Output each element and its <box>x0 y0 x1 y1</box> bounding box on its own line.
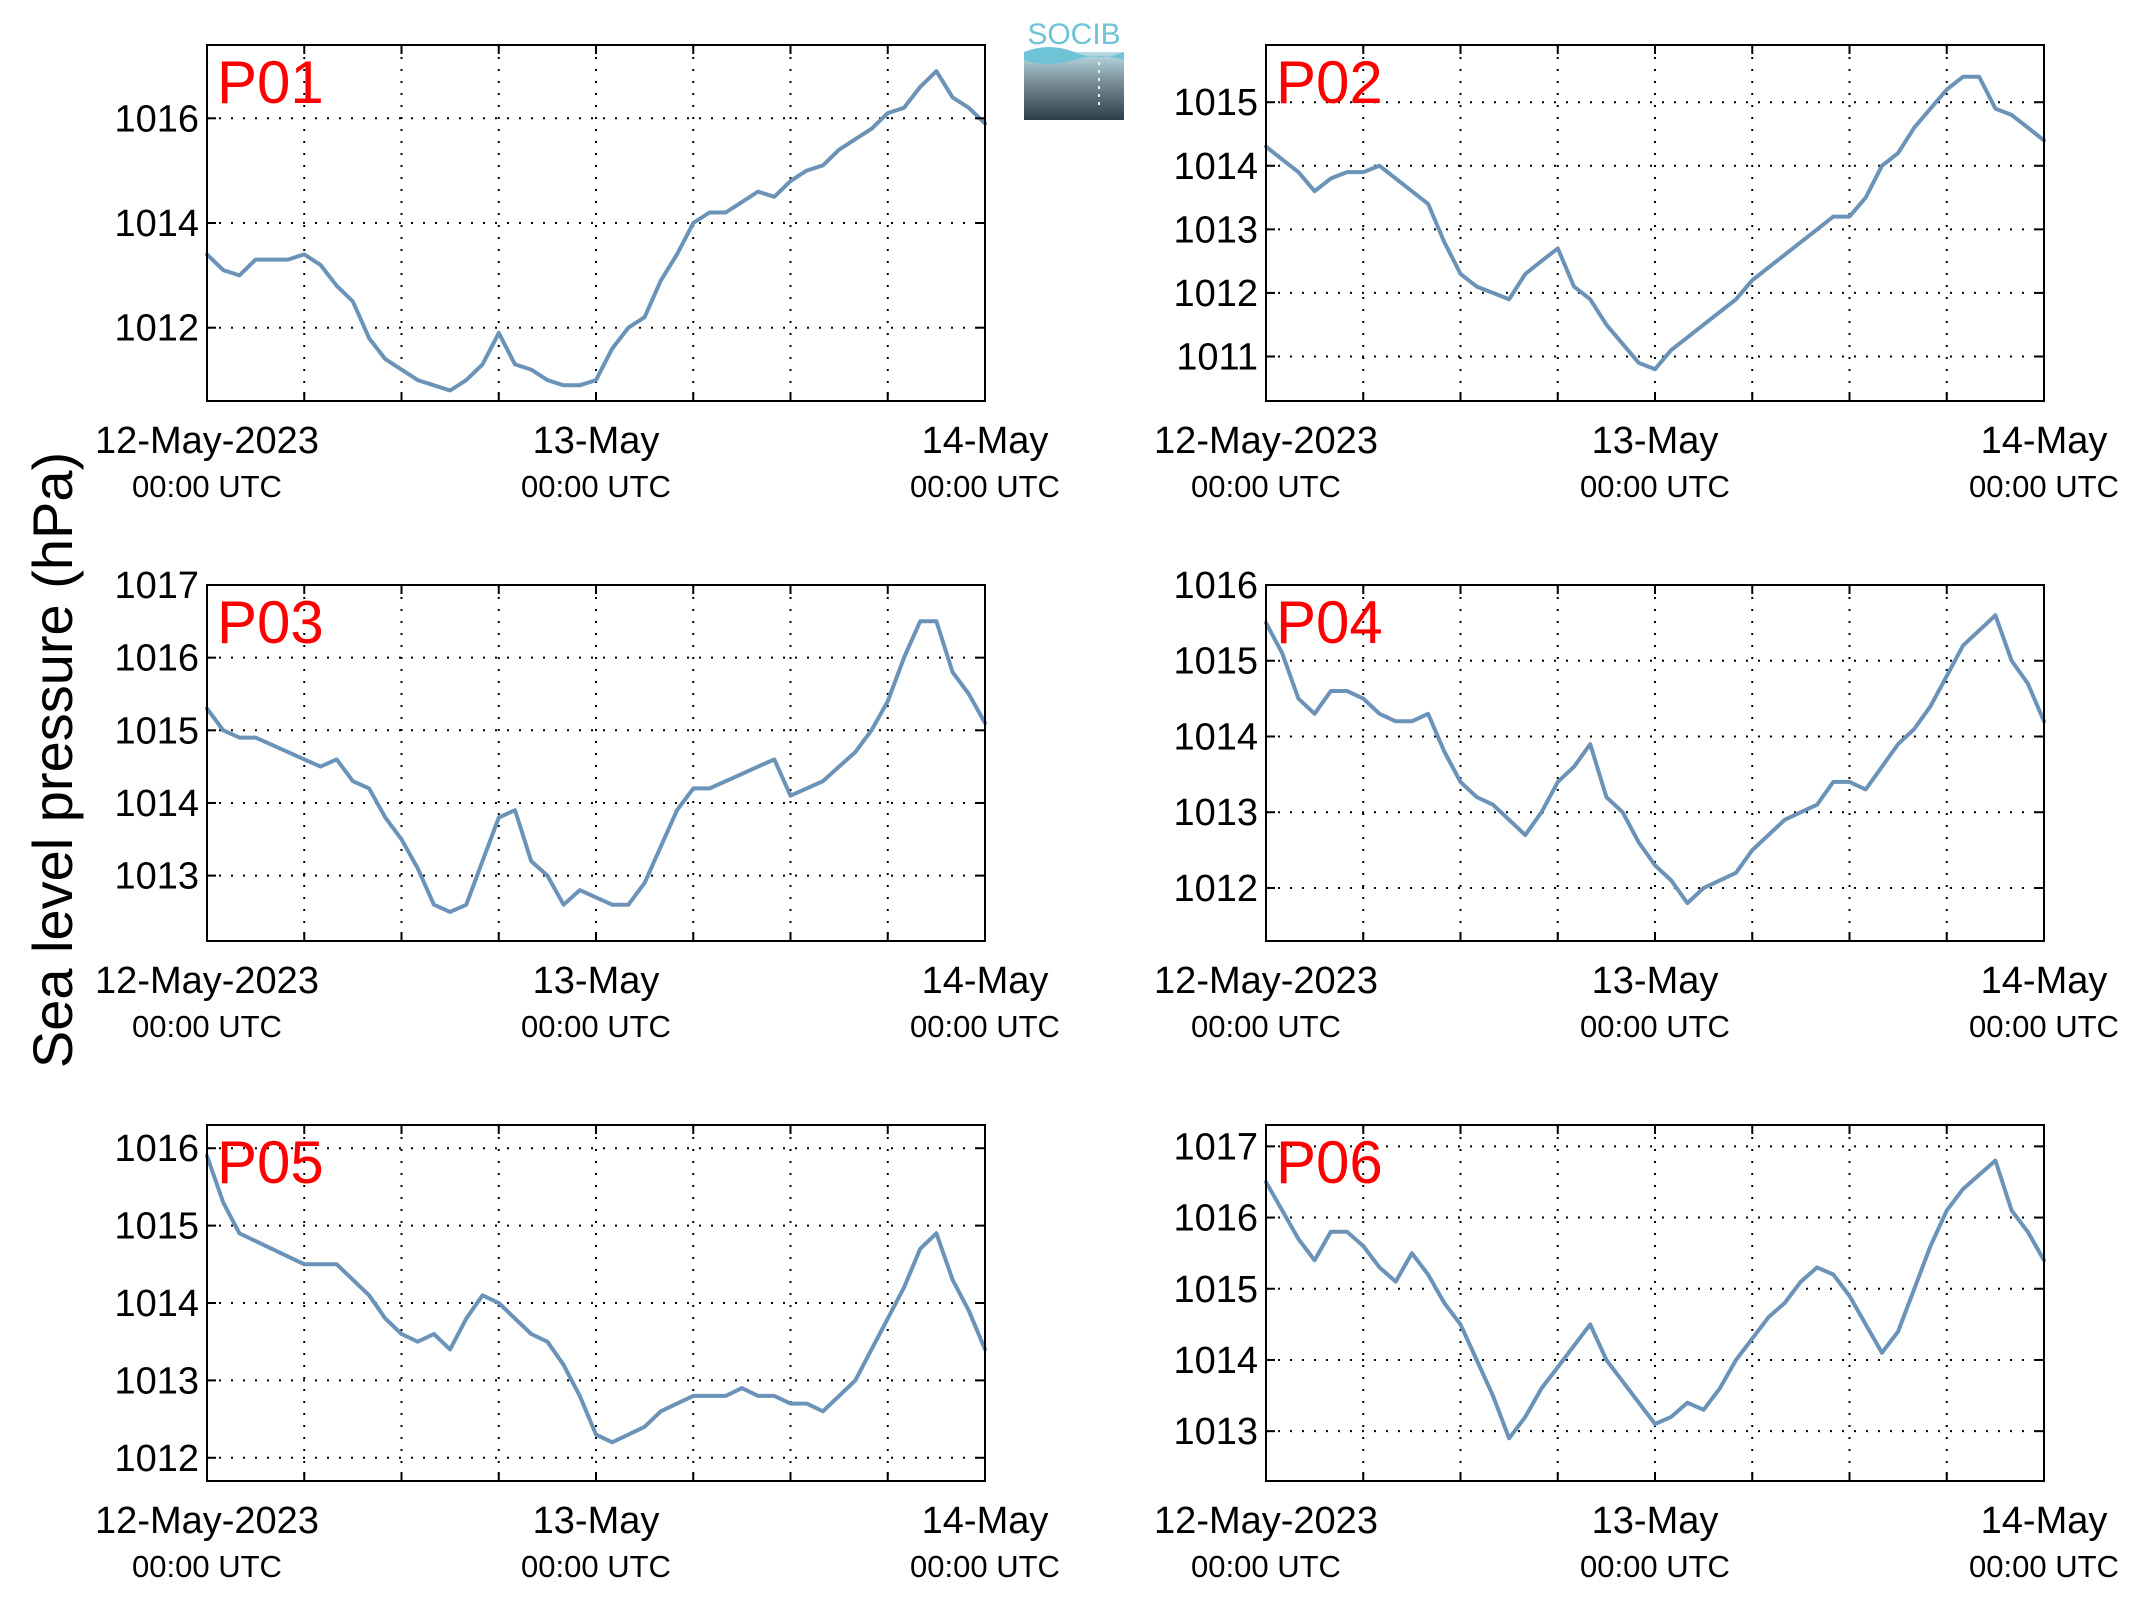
panel-p05: 1012 1013 1014 1015 1016 12-May-2023 00:00 UTC… <box>95 1124 1060 1584</box>
x-tick-sublabel: 00:00 UTC <box>132 1549 282 1584</box>
x-tick-sublabel: 00:00 UTC <box>910 1549 1060 1584</box>
y-tick-label: 1016 <box>1173 1198 1258 1240</box>
panel-label: P06 <box>1276 1129 1383 1196</box>
y-tick-label: 1016 <box>1173 565 1258 607</box>
y-tick-label: 1014 <box>114 203 199 245</box>
panel-label: P02 <box>1276 49 1383 116</box>
y-tick-label: 1013 <box>1173 1411 1258 1453</box>
x-tick-sublabel: 00:00 UTC <box>521 1009 671 1044</box>
y-tick-label: 1014 <box>1173 716 1258 758</box>
grid <box>1266 45 2044 401</box>
y-tick-label: 1015 <box>114 1206 199 1248</box>
x-tick-sublabel: 00:00 UTC <box>1580 1549 1730 1584</box>
x-tick-label: 14-May <box>922 960 1049 1002</box>
series-line <box>205 69 987 393</box>
panel-p01: 1012 1014 1016 12-May-2023 00:00 UTC 13-May 00… <box>95 44 1060 504</box>
x-tick-sublabel: 00:00 UTC <box>521 1549 671 1584</box>
series-line <box>1264 74 2046 372</box>
panel-p02: 1011 1012 1013 1014 1015 12-May-2023 00:00 UTC… <box>1154 44 2119 504</box>
socib-logo: SOCIB <box>1024 18 1124 120</box>
x-tick-label: 12-May-2023 <box>95 420 319 462</box>
y-tick-label: 1017 <box>114 565 199 607</box>
series-line <box>205 1154 987 1445</box>
x-tick-sublabel: 00:00 UTC <box>1969 1549 2119 1584</box>
y-tick-label: 1016 <box>114 98 199 140</box>
y-tick-label: 1015 <box>1173 641 1258 683</box>
y-tick-label: 1014 <box>114 1283 199 1325</box>
x-tick-sublabel: 00:00 UTC <box>1580 1009 1730 1044</box>
x-tick-sublabel: 00:00 UTC <box>1969 469 2119 504</box>
y-tick-label: 1012 <box>1173 868 1258 910</box>
panel-p04: 1012 1013 1014 1015 1016 12-May-2023 00:00 UTC… <box>1154 565 2119 1044</box>
x-tick-label: 14-May <box>922 420 1049 462</box>
panel-label: P03 <box>217 589 324 656</box>
y-tick-label: 1013 <box>1173 792 1258 834</box>
panel-p03: 1013 1014 1015 1016 1017 12-May-2023 00:00 UTC… <box>95 565 1060 1044</box>
y-tick-label: 1011 <box>1176 337 1258 379</box>
x-tick-sublabel: 00:00 UTC <box>1580 469 1730 504</box>
x-tick-label: 12-May-2023 <box>1154 960 1378 1002</box>
y-tick-label: 1017 <box>1173 1126 1258 1168</box>
x-tick-sublabel: 00:00 UTC <box>132 1009 282 1044</box>
y-tick-label: 1014 <box>1173 146 1258 188</box>
x-tick-sublabel: 00:00 UTC <box>1191 1549 1341 1584</box>
y-tick-label: 1012 <box>1173 273 1258 315</box>
x-tick-label: 14-May <box>1981 960 2108 1002</box>
y-tick-label: 1013 <box>1173 209 1258 251</box>
x-tick-label: 14-May <box>922 1500 1049 1542</box>
x-tick-label: 12-May-2023 <box>95 1500 319 1542</box>
x-tick-sublabel: 00:00 UTC <box>910 1009 1060 1044</box>
x-tick-label: 13-May <box>533 960 660 1002</box>
y-tick-label: 1014 <box>1173 1340 1258 1382</box>
x-tick-label: 14-May <box>1981 420 2108 462</box>
y-tick-label: 1015 <box>1173 82 1258 124</box>
x-tick-sublabel: 00:00 UTC <box>132 469 282 504</box>
y-axis-label: Sea level pressure (hPa) <box>21 452 84 1068</box>
x-tick-sublabel: 00:00 UTC <box>1969 1009 2119 1044</box>
panel-label: P04 <box>1276 589 1383 656</box>
y-tick-label: 1013 <box>114 856 199 898</box>
y-tick-label: 1012 <box>114 1438 199 1480</box>
y-tick-label: 1013 <box>114 1360 199 1402</box>
y-tick-label: 1012 <box>114 308 199 350</box>
logo-text: SOCIB <box>1027 18 1120 51</box>
logo-wave <box>1024 47 1124 64</box>
y-tick-label: 1015 <box>114 710 199 752</box>
series-line <box>1264 1158 2046 1441</box>
y-tick-label: 1015 <box>1173 1269 1258 1311</box>
grid <box>207 45 985 401</box>
x-tick-sublabel: 00:00 UTC <box>521 469 671 504</box>
panel-label: P01 <box>217 49 324 116</box>
x-tick-label: 12-May-2023 <box>1154 1500 1378 1542</box>
chart-panels: 1012 1014 1016 12-May-2023 00:00 UTC 13-May 00… <box>95 44 2119 1584</box>
x-tick-sublabel: 00:00 UTC <box>910 469 1060 504</box>
x-tick-label: 12-May-2023 <box>95 960 319 1002</box>
panel-p06: 1013 1014 1015 1016 1017 12-May-2023 00:00 UTC… <box>1154 1124 2119 1584</box>
series-line <box>205 619 987 914</box>
x-tick-label: 13-May <box>533 1500 660 1542</box>
panel-label: P05 <box>217 1129 324 1196</box>
y-tick-label: 1016 <box>114 1128 199 1170</box>
series-line <box>1264 613 2046 906</box>
y-tick-label: 1014 <box>114 783 199 825</box>
x-tick-sublabel: 00:00 UTC <box>1191 469 1341 504</box>
x-tick-label: 14-May <box>1981 1500 2108 1542</box>
y-tick-label: 1016 <box>114 638 199 680</box>
x-tick-label: 13-May <box>533 420 660 462</box>
x-tick-label: 12-May-2023 <box>1154 420 1378 462</box>
x-tick-label: 13-May <box>1592 1500 1719 1542</box>
x-tick-sublabel: 00:00 UTC <box>1191 1009 1341 1044</box>
x-tick-label: 13-May <box>1592 420 1719 462</box>
x-tick-label: 13-May <box>1592 960 1719 1002</box>
